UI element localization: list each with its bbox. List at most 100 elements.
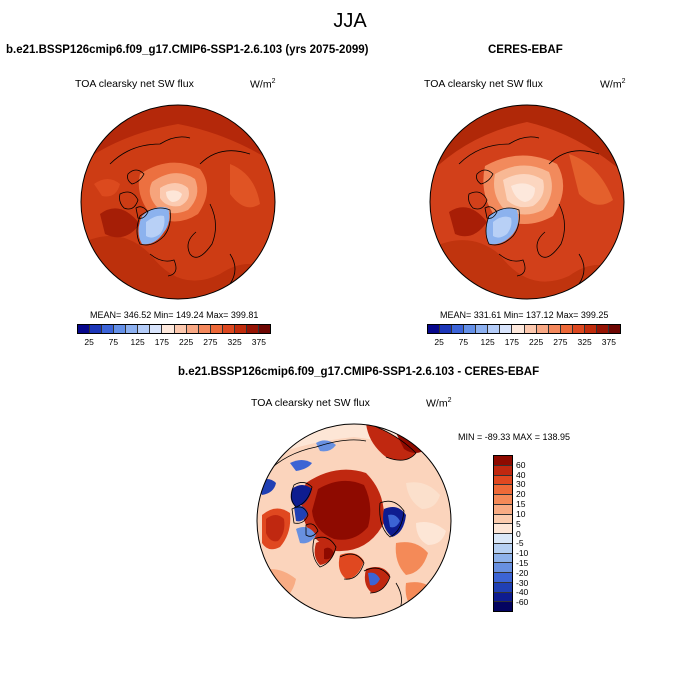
obs-colorbar-swatch bbox=[476, 325, 489, 333]
obs-colorbar-swatch bbox=[524, 325, 537, 333]
obs-colorbar-swatches bbox=[427, 324, 621, 334]
diff-colorbar-swatch bbox=[494, 602, 512, 611]
obs-colorbar-swatch bbox=[500, 325, 513, 333]
obs-colorbar-swatch bbox=[584, 325, 597, 333]
diff-colorbar-swatch bbox=[494, 524, 512, 534]
obs-units-label: W/m2 bbox=[600, 78, 626, 91]
obs-colorbar-swatch bbox=[512, 325, 525, 333]
diff-colorbar-tick-label: -40 bbox=[516, 587, 529, 598]
obs-colorbar-swatch bbox=[548, 325, 561, 333]
diff-colorbar-swatch bbox=[494, 543, 512, 554]
diff-colorbar-swatch bbox=[494, 514, 512, 525]
diff-colorbar-swatch bbox=[494, 553, 512, 564]
obs-colorbar-labels: 25 75 125 175 225 275 325 375 bbox=[427, 337, 621, 349]
diff-colorbar-swatch bbox=[494, 582, 512, 593]
obs-colorbar-tick-label: 225 bbox=[529, 337, 544, 347]
diff-colorbar-tick-label: 0 bbox=[516, 528, 521, 539]
obs-colorbar-swatch bbox=[560, 325, 573, 333]
obs-panel-title: CERES-EBAF bbox=[488, 44, 563, 56]
obs-colorbar-swatch bbox=[608, 325, 620, 333]
diff-colorbar-tick-label: 30 bbox=[516, 479, 526, 490]
diff-colorbar-swatches bbox=[493, 455, 513, 612]
model-colorbar-swatch bbox=[138, 325, 151, 333]
diff-colorbar-swatch bbox=[494, 475, 512, 486]
diff-colorbar-tick-label: 60 bbox=[516, 459, 526, 470]
model-colorbar-tick-label: 175 bbox=[154, 337, 169, 347]
season-title: JJA bbox=[333, 10, 367, 32]
model-panel-title: b.e21.BSSP126cmip6.f09_g17.CMIP6-SSP1-2.… bbox=[6, 44, 369, 56]
diff-colorbar-swatch bbox=[494, 504, 512, 515]
model-colorbar-swatch bbox=[162, 325, 175, 333]
model-colorbar-swatch bbox=[234, 325, 247, 333]
model-colorbar-tick-label: 75 bbox=[108, 337, 119, 347]
obs-colorbar bbox=[427, 324, 621, 334]
obs-colorbar-tick-label: 125 bbox=[480, 337, 495, 347]
diff-colorbar-swatch bbox=[494, 465, 512, 476]
model-colorbar-swatch bbox=[186, 325, 199, 333]
obs-colorbar-swatch bbox=[440, 325, 453, 333]
model-colorbar-swatch bbox=[102, 325, 115, 333]
model-colorbar-tick-label: 275 bbox=[203, 337, 218, 347]
obs-polar-map bbox=[429, 104, 625, 300]
model-colorbar-swatch bbox=[222, 325, 235, 333]
model-colorbar-swatch bbox=[126, 325, 139, 333]
diff-colorbar-swatch bbox=[494, 456, 512, 466]
diff-colorbar-tick-label: -15 bbox=[516, 557, 529, 568]
model-colorbar-swatch bbox=[258, 325, 270, 333]
model-colorbar-labels: 25 75 125 175 225 275 325 375 bbox=[77, 337, 271, 349]
model-colorbar bbox=[77, 324, 271, 334]
diff-colorbar-swatch bbox=[494, 563, 512, 573]
diff-colorbar-swatch bbox=[494, 534, 512, 544]
diff-colorbar-tick-label: -30 bbox=[516, 577, 529, 588]
obs-colorbar-tick-label: 25 bbox=[434, 337, 444, 347]
diff-colorbar-tick-label: 40 bbox=[516, 469, 526, 480]
diff-units-label: W/m2 bbox=[426, 397, 452, 410]
obs-colorbar-swatch bbox=[488, 325, 501, 333]
diff-colorbar-swatch bbox=[494, 592, 512, 603]
diff-colorbar bbox=[493, 455, 513, 612]
diff-colorbar-swatch bbox=[494, 485, 512, 495]
model-colorbar-swatch bbox=[114, 325, 127, 333]
diff-colorbar-tick-label: -20 bbox=[516, 567, 529, 578]
diff-panel-title: b.e21.BSSP126cmip6.f09_g17.CMIP6-SSP1-2.… bbox=[178, 366, 540, 378]
model-colorbar-swatch bbox=[198, 325, 211, 333]
obs-colorbar-tick-label: 75 bbox=[458, 337, 469, 347]
obs-colorbar-tick-label: 375 bbox=[601, 337, 616, 347]
obs-stats: MEAN= 331.61 Min= 137.12 Max= 399.25 bbox=[440, 310, 609, 320]
model-colorbar-tick-label: 375 bbox=[251, 337, 266, 347]
diff-colorbar-tick-label: -60 bbox=[516, 597, 529, 608]
obs-colorbar-swatch bbox=[572, 325, 585, 333]
model-polar-map bbox=[80, 104, 276, 300]
model-colorbar-swatch bbox=[90, 325, 103, 333]
diff-colorbar-tick-label: 15 bbox=[516, 499, 526, 510]
model-units-label: W/m2 bbox=[250, 78, 276, 91]
model-colorbar-tick-label: 125 bbox=[130, 337, 145, 347]
obs-colorbar-swatch bbox=[536, 325, 549, 333]
diff-colorbar-tick-label: 20 bbox=[516, 489, 526, 500]
model-colorbar-swatch bbox=[78, 325, 91, 333]
diff-colorbar-swatch bbox=[494, 573, 512, 583]
obs-colorbar-swatch bbox=[428, 325, 441, 333]
diff-colorbar-labels: 60 40 30 20 15 10 5 0 -5 -10 -15 -20 -30 -40 -60 bbox=[516, 455, 556, 612]
model-colorbar-tick-label: 25 bbox=[84, 337, 94, 347]
model-colorbar-tick-label: 225 bbox=[179, 337, 194, 347]
model-variable-label: TOA clearsky net SW flux bbox=[75, 78, 194, 90]
model-colorbar-swatch bbox=[246, 325, 259, 333]
obs-colorbar-tick-label: 175 bbox=[504, 337, 519, 347]
diff-variable-label: TOA clearsky net SW flux bbox=[251, 397, 370, 409]
diff-colorbar-tick-label: -10 bbox=[516, 548, 529, 559]
obs-variable-label: TOA clearsky net SW flux bbox=[424, 78, 543, 90]
diff-colorbar-tick-label: 10 bbox=[516, 508, 526, 519]
diff-colorbar-swatch bbox=[494, 495, 512, 505]
model-colorbar-swatch bbox=[210, 325, 223, 333]
obs-colorbar-swatch bbox=[452, 325, 465, 333]
obs-colorbar-tick-label: 275 bbox=[553, 337, 568, 347]
diff-colorbar-tick-label: 5 bbox=[516, 518, 521, 529]
diff-minmax: MIN = -89.33 MAX = 138.95 bbox=[458, 432, 571, 442]
model-stats: MEAN= 346.52 Min= 149.24 Max= 399.81 bbox=[90, 310, 259, 320]
model-colorbar-swatch bbox=[150, 325, 163, 333]
model-colorbar-swatches bbox=[77, 324, 271, 334]
obs-colorbar-swatch bbox=[596, 325, 609, 333]
diff-colorbar-tick-label: -5 bbox=[516, 538, 524, 549]
diff-polar-map bbox=[256, 423, 452, 619]
